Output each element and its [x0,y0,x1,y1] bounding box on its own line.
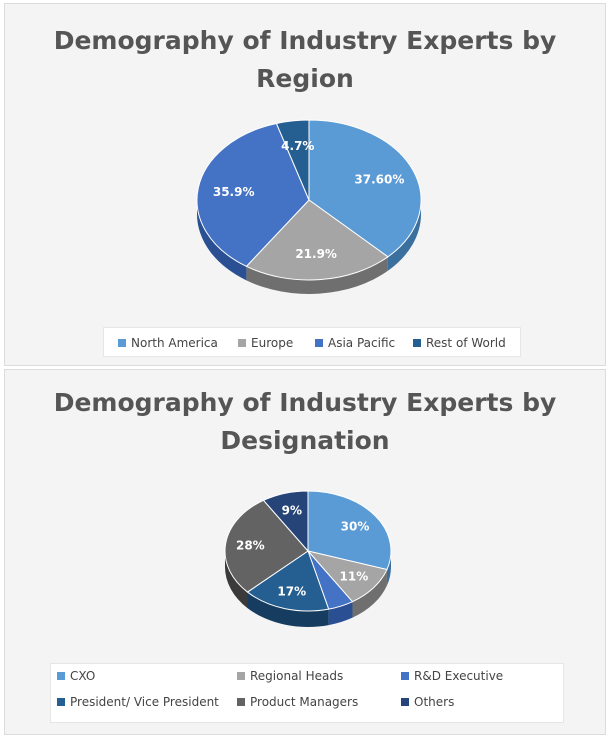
chart0-side-asia-pacific [197,200,247,281]
chart1-legend-item-cxo: CXO [57,669,95,683]
designation-pie-chart: 30% 11% 17% 28% 9% [224,490,392,627]
chart0-slice-asia-pacific [196,122,310,267]
chart0-legend-item-north-america: North America [118,336,218,350]
chart1-legend-swatch-president-vice-president [57,698,65,706]
chart0-side-north-america [387,200,421,271]
chart0-legend-swatch-rest-of-world [413,339,421,347]
chart1-legend-item-r-d-executive: R&D Executive [401,669,503,683]
chart0-legend-label-rest-of-world: Rest of World [426,336,506,350]
chart1-legend-label-r-d-executive: R&D Executive [414,669,504,683]
chart0-label-north-america: 37.60% [354,172,404,186]
chart0-legend-label-europe: Europe [251,336,294,350]
chart1-slice-others [262,490,309,553]
chart0-label-europe: 21.9% [295,247,337,261]
chart1-legend-item-others: Others [401,695,454,709]
chart0-slice-north-america [308,119,422,258]
chart1-legend-swatch-regional-heads [237,672,245,680]
designation-legend: CXO Regional Heads R&D Executive President/… [50,663,564,723]
chart1-label-cxo: 30% [341,519,370,533]
chart1-legend-swatch-others [401,698,409,706]
chart0-slice-europe [245,199,389,281]
chart0-label-asia-pacific: 35.9% [213,185,255,199]
chart1-legend-item-product-managers: Product Managers [237,695,358,709]
designation-chart-title-line-2: Designation [220,426,390,455]
chart0-legend-swatch-europe [238,339,246,347]
chart0-legend-label-north-america: North America [131,336,218,350]
chart1-label-president-vice-president: 17% [277,584,306,598]
chart1-side-r-d-executive [328,601,353,626]
chart0-side-europe [246,256,388,294]
chart1-legend-label-cxo: CXO [70,669,96,683]
chart0-slice-rest-of-world [275,119,310,201]
chart1-slice-president-vice-president [246,550,330,612]
chart1-legend-item-president-vice-president: President/ Vice President [57,695,219,709]
chart1-label-product-managers: 28% [236,539,265,553]
designation-chart-panel: Demography of Industry Experts by Design… [4,369,606,735]
region-chart-panel: Demography of Industry Experts by Region… [4,3,606,366]
chart1-slice-product-managers [224,499,309,593]
chart0-legend-item-asia-pacific: Asia Pacific [315,336,395,350]
chart0-legend-swatch-asia-pacific [315,339,323,347]
chart1-legend-swatch-r-d-executive [401,672,409,680]
chart0-label-rest-of-world: 4.7% [281,139,314,153]
chart1-side-regional-heads [352,569,387,618]
region-legend: North America Europe Asia Pacific Rest of W… [103,327,521,357]
chart1-legend-swatch-product-managers [237,698,245,706]
chart1-side-product-managers [225,551,248,609]
chart0-legend-item-europe: Europe [238,336,293,350]
designation-chart-title-line-1: Demography of Industry Experts by [53,388,557,417]
chart1-label-others: 9% [282,504,302,518]
chart0-legend-label-asia-pacific: Asia Pacific [328,336,396,350]
chart1-legend-item-regional-heads: Regional Heads [237,669,343,683]
region-chart-title-line-2: Region [256,64,354,93]
chart0-legend-swatch-north-america [118,339,126,347]
chart0-legend-item-rest-of-world: Rest of World [413,336,506,350]
chart1-side-cxo [386,551,391,586]
region-chart-title-line-1: Demography of Industry Experts by [53,26,557,55]
chart1-legend-label-regional-heads: Regional Heads [250,669,344,683]
chart1-legend-label-others: Others [414,695,455,709]
chart1-legend-label-product-managers: Product Managers [250,695,359,709]
chart1-legend-label-president-vice-president: President/ Vice President [70,695,219,709]
chart1-label-regional-heads: 11% [340,570,369,584]
region-pie-chart: 37.60% 21.9% 35.9% 4.7% [196,119,422,294]
chart1-legend-swatch-cxo [57,672,65,680]
chart1-slice-cxo [307,490,392,571]
